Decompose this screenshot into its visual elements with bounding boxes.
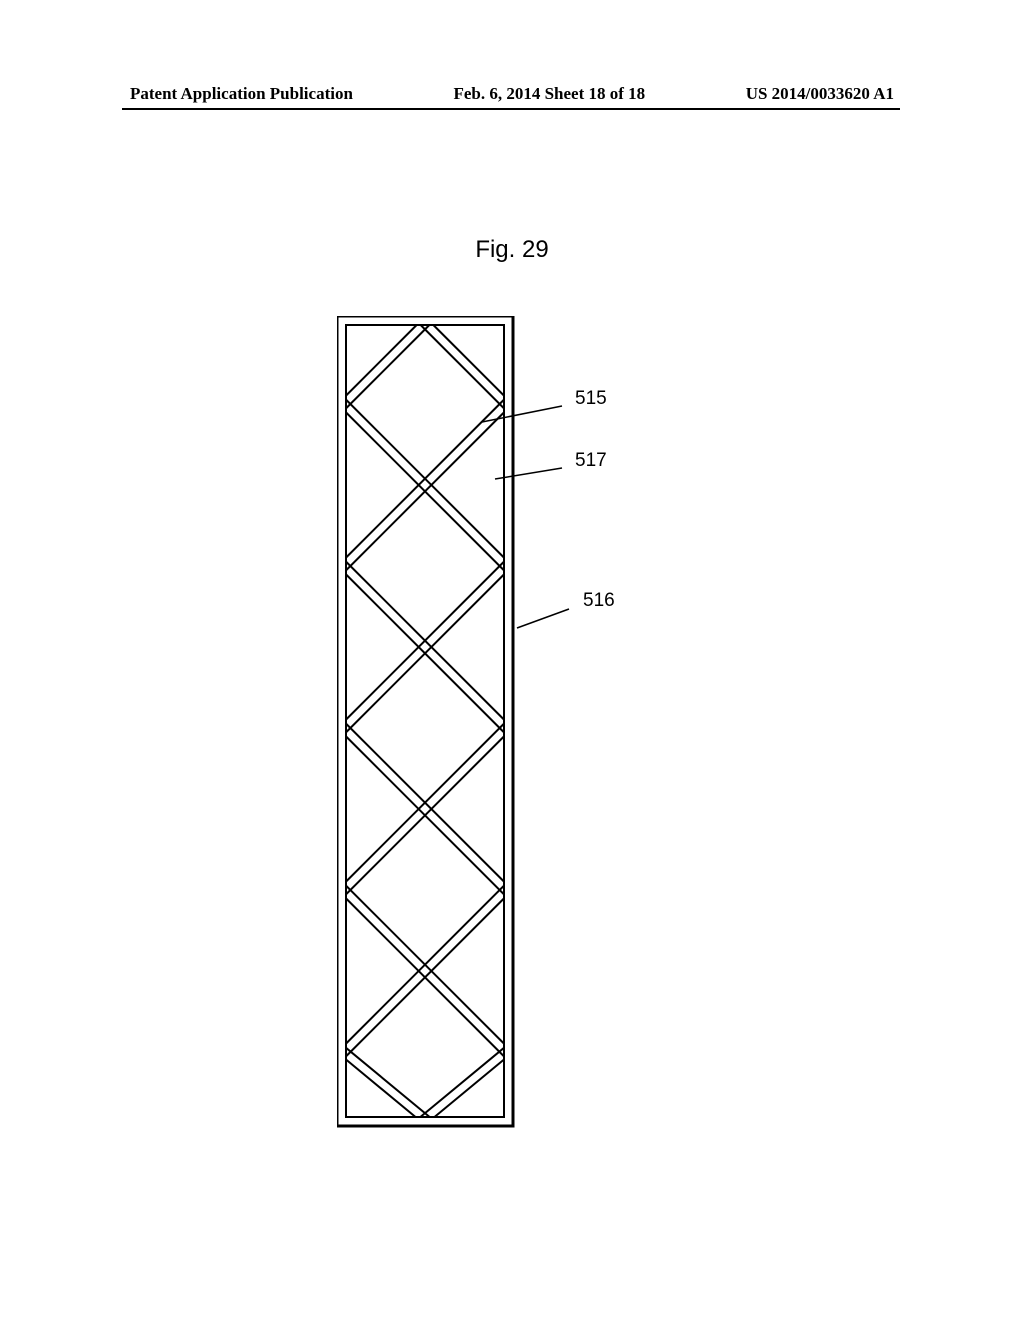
lattice-beam-edge bbox=[346, 325, 417, 396]
outer-frame bbox=[337, 316, 513, 1126]
diagram-container: 515 517 516 bbox=[337, 316, 687, 1176]
lattice-beam-edge bbox=[434, 1059, 504, 1117]
diagram-svg: 515 517 516 bbox=[337, 316, 687, 1176]
inner-frame bbox=[346, 325, 504, 1117]
lattice-beam-edge bbox=[421, 325, 504, 408]
callout-label: 517 bbox=[575, 450, 607, 471]
lattice-beam-edge bbox=[346, 1048, 430, 1117]
callout-leader bbox=[495, 468, 562, 479]
header-rule bbox=[122, 108, 900, 110]
header-right: US 2014/0033620 A1 bbox=[746, 84, 894, 104]
callout-label: 515 bbox=[575, 388, 607, 409]
lattice-beam-edge bbox=[433, 325, 504, 396]
lattice-beam-edge bbox=[346, 1059, 416, 1117]
diagram-root: 515 517 516 bbox=[337, 316, 615, 1126]
figure-label: Fig. 29 bbox=[0, 236, 1024, 264]
header-left: Patent Application Publication bbox=[130, 84, 353, 104]
lattice-beam-edge bbox=[420, 1048, 504, 1117]
callout-label: 516 bbox=[583, 590, 615, 611]
lattice-beam-edge bbox=[346, 325, 429, 408]
header-center: Feb. 6, 2014 Sheet 18 of 18 bbox=[453, 84, 645, 104]
page-header: Patent Application Publication Feb. 6, 2… bbox=[0, 84, 1024, 104]
callout-leader bbox=[517, 609, 569, 628]
